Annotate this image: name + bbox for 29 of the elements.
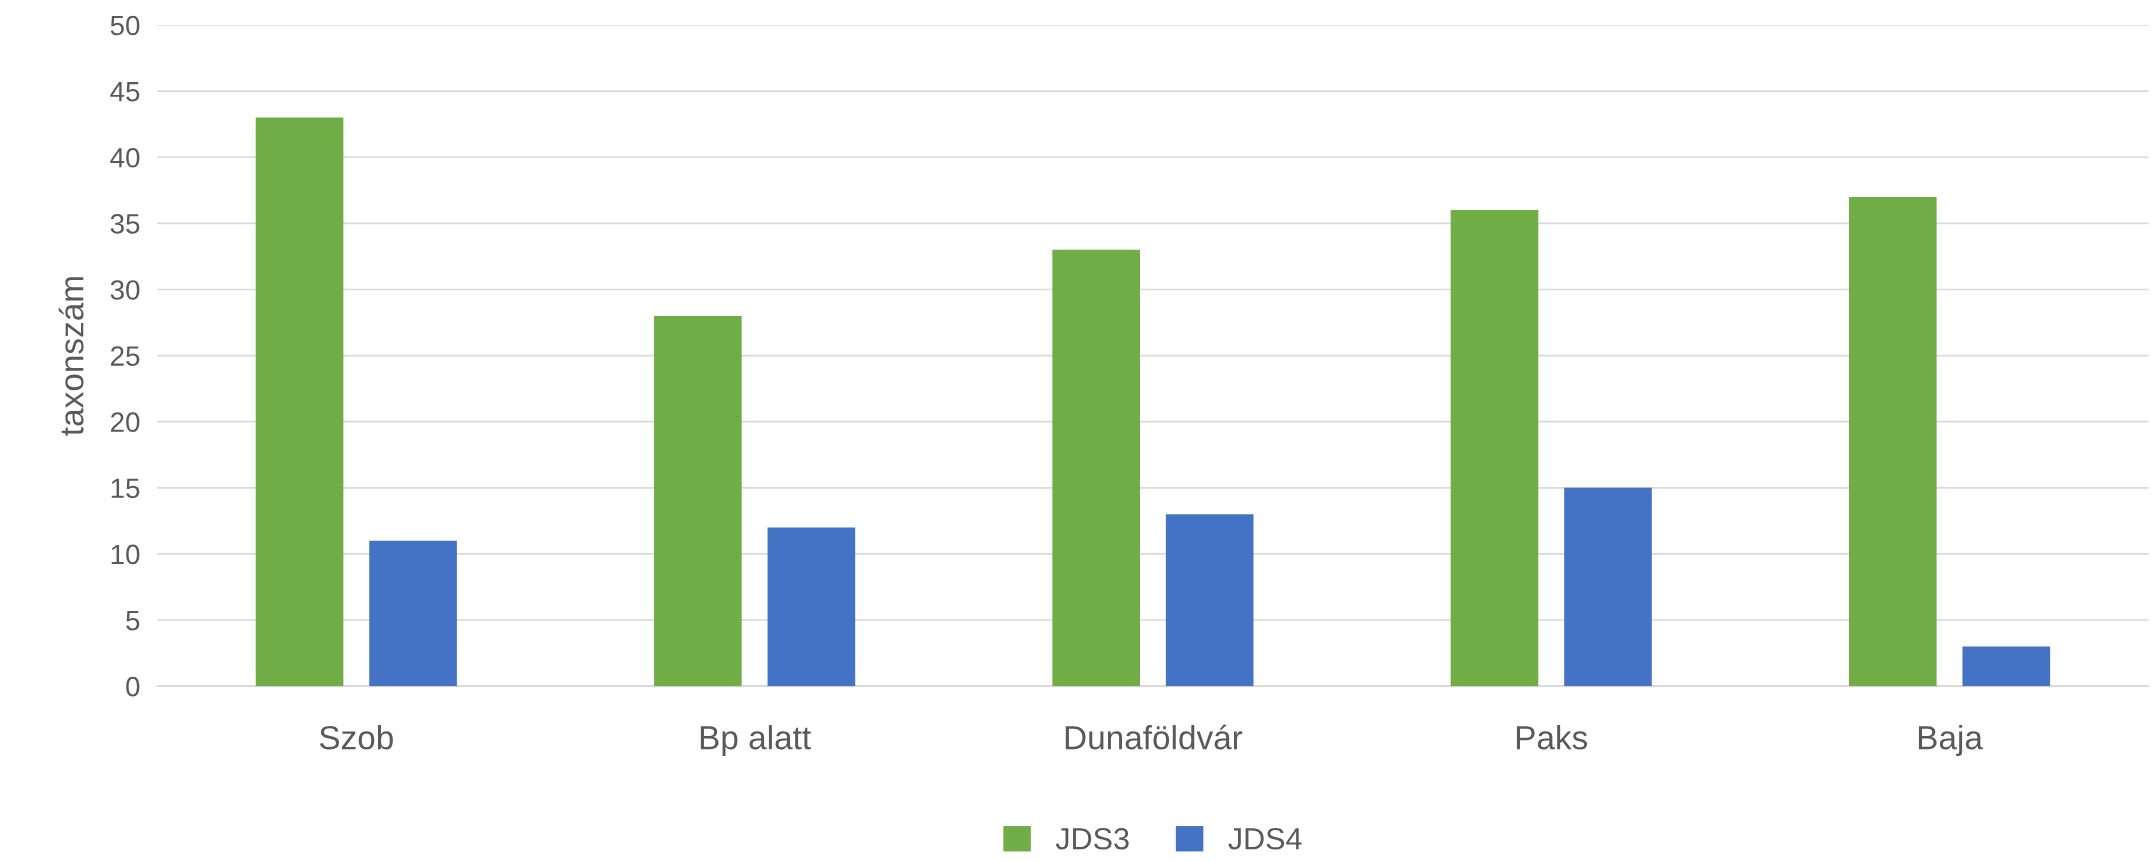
x-tick-label: Bp alatt	[700, 725, 811, 757]
bar	[255, 117, 344, 687]
bar	[1450, 210, 1539, 687]
y-tick-label: 5	[126, 610, 140, 631]
x-tick-label: Szob	[319, 725, 393, 750]
x-tick-label: Dunaföldvár	[1065, 724, 1243, 750]
bar	[767, 527, 856, 687]
y-tick-label: 50	[110, 15, 140, 36]
x-tick-label: Baja	[1918, 725, 1983, 757]
bar	[1052, 249, 1140, 687]
y-tick-label: 20	[111, 412, 140, 433]
bar	[1848, 196, 1937, 687]
bar	[1564, 487, 1652, 687]
y-tick-label: 10	[111, 544, 140, 565]
y-tick-label: 15	[111, 478, 140, 499]
bar	[369, 540, 457, 687]
legend-label: JDS4	[1228, 827, 1302, 850]
y-tick-label: 45	[110, 82, 140, 102]
y-tick-label: 35	[110, 214, 140, 234]
y-tick-label: 25	[111, 346, 140, 366]
y-tick-label: 40	[110, 147, 140, 168]
x-tick-label: Paks	[1516, 725, 1588, 750]
bar	[654, 315, 742, 687]
legend-label: JDS3	[1055, 827, 1129, 850]
bar	[1165, 514, 1254, 687]
y-axis-title: taxonszám	[58, 277, 84, 436]
y-tick-label: 30	[110, 280, 140, 300]
bar	[1962, 646, 2051, 687]
y-tick-label: 0	[126, 676, 140, 697]
